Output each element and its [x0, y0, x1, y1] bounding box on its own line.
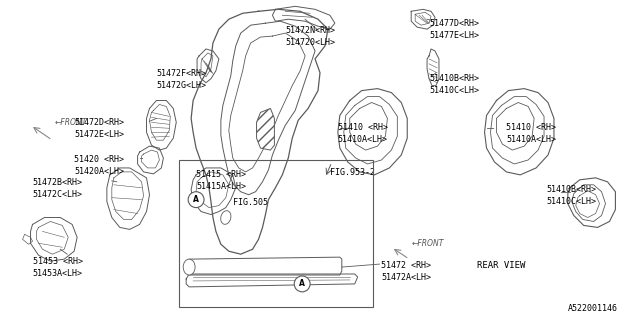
- Text: 51472N<RH>
514720<LH>: 51472N<RH> 514720<LH>: [285, 26, 335, 47]
- Text: ←FRONT: ←FRONT: [412, 239, 444, 248]
- Text: A: A: [193, 195, 199, 204]
- Ellipse shape: [221, 211, 231, 224]
- Text: 51477D<RH>
51477E<LH>: 51477D<RH> 51477E<LH>: [429, 19, 479, 40]
- Ellipse shape: [183, 259, 195, 275]
- Text: A522001146: A522001146: [568, 304, 618, 313]
- Text: 51472 <RH>
51472A<LH>: 51472 <RH> 51472A<LH>: [381, 261, 431, 282]
- Text: 51410 <RH>
51410A<LH>: 51410 <RH> 51410A<LH>: [506, 123, 556, 144]
- Text: 51410 <RH>
51410A<LH>: 51410 <RH> 51410A<LH>: [338, 123, 388, 144]
- Text: 51410B<RH>
51410C<LH>: 51410B<RH> 51410C<LH>: [429, 74, 479, 94]
- Text: 51472D<RH>
51472E<LH>: 51472D<RH> 51472E<LH>: [74, 118, 124, 139]
- Bar: [179, 160, 372, 307]
- Polygon shape: [257, 108, 275, 150]
- Text: 51415 <RH>
51415A<LH>: 51415 <RH> 51415A<LH>: [196, 170, 246, 191]
- Text: REAR VIEW: REAR VIEW: [477, 261, 525, 270]
- Text: ←FRONT: ←FRONT: [54, 118, 86, 127]
- Text: 51420 <RH>
51420A<LH>: 51420 <RH> 51420A<LH>: [74, 155, 124, 176]
- Text: FIG.953-2: FIG.953-2: [330, 168, 375, 177]
- Text: 51472F<RH>
51472G<LH>: 51472F<RH> 51472G<LH>: [156, 69, 207, 90]
- Text: 51410B<RH>
51410C<LH>: 51410B<RH> 51410C<LH>: [546, 185, 596, 205]
- Circle shape: [294, 276, 310, 292]
- Text: 51472B<RH>
51472C<LH>: 51472B<RH> 51472C<LH>: [33, 178, 83, 199]
- Circle shape: [188, 192, 204, 208]
- Text: A: A: [300, 279, 305, 288]
- Text: FIG.505: FIG.505: [233, 198, 268, 207]
- Text: 51453 <RH>
51453A<LH>: 51453 <RH> 51453A<LH>: [33, 257, 83, 278]
